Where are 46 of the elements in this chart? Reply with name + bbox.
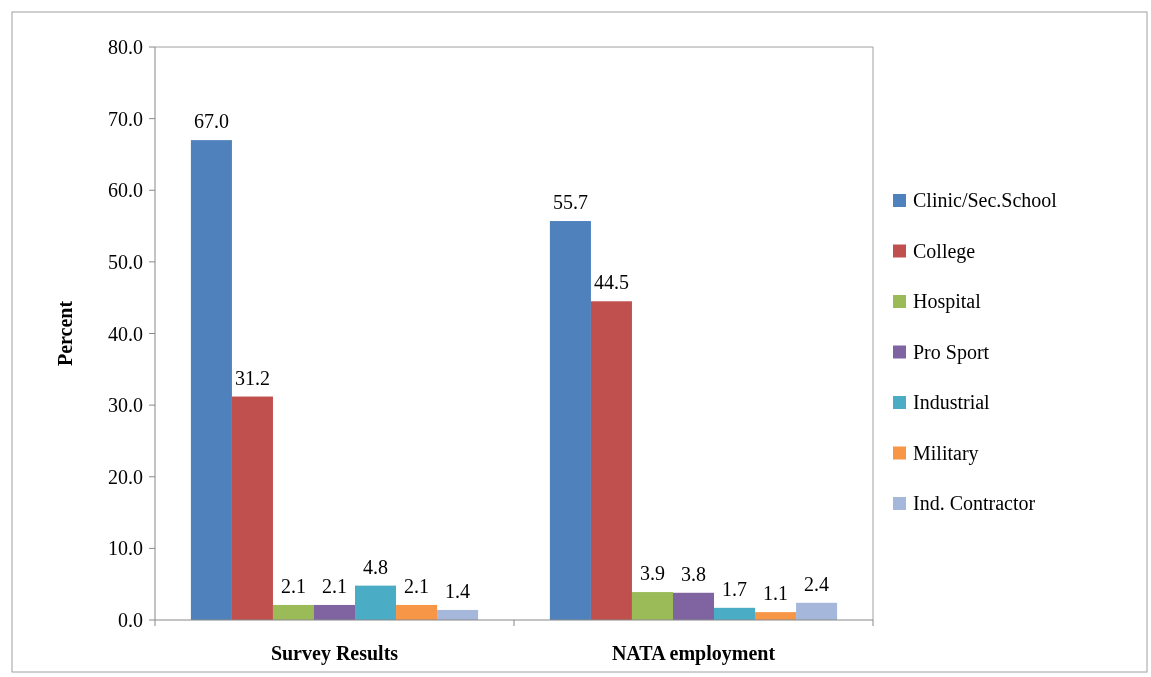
bar	[396, 604, 438, 620]
legend-label: Hospital	[913, 290, 982, 313]
bar	[190, 140, 232, 620]
y-tick-label: 80.0	[108, 36, 143, 58]
bar	[549, 221, 591, 620]
bar	[437, 609, 479, 620]
data-label: 3.9	[639, 562, 665, 585]
bar	[313, 604, 356, 620]
bar	[631, 592, 673, 620]
bar	[796, 602, 838, 620]
legend-label: Pro Sport	[913, 340, 990, 364]
x-tick-label: NATA employment	[611, 642, 776, 665]
data-label: 31.2	[234, 366, 270, 389]
legend-label: Clinic/Sec.School	[913, 189, 1058, 211]
bar	[672, 592, 715, 620]
legend-label: College	[913, 239, 976, 263]
data-label: 1.7	[722, 577, 748, 600]
y-tick-label: 70.0	[108, 107, 143, 130]
data-label: 44.5	[593, 271, 629, 294]
bar	[590, 301, 632, 620]
data-label: 1.1	[763, 582, 789, 605]
y-tick-label: 50.0	[108, 250, 143, 273]
legend-label: Military	[913, 441, 979, 465]
data-label: 2.1	[322, 574, 347, 597]
x-tick-label: Survey Results	[270, 642, 399, 665]
y-tick-label: 40.0	[108, 322, 143, 345]
data-label: 2.4	[804, 572, 830, 595]
y-tick-label: 10.0	[108, 537, 143, 560]
bar	[355, 585, 397, 620]
y-axis-title: Percent	[54, 300, 76, 367]
y-tick-label: 0.0	[118, 609, 143, 631]
data-label: 4.8	[363, 555, 389, 578]
legend-label: Ind. Contractor	[913, 492, 1036, 514]
data-label: 67.0	[193, 110, 229, 133]
data-label: 2.1	[404, 574, 430, 597]
y-tick-label: 30.0	[108, 394, 143, 417]
bar	[714, 607, 756, 620]
bar	[272, 604, 314, 620]
y-tick-label: 20.0	[108, 465, 143, 488]
data-label: 55.7	[552, 191, 588, 214]
data-label: 1.4	[445, 579, 471, 602]
data-label: 2.1	[280, 574, 306, 597]
bar	[231, 396, 273, 620]
y-tick-label: 60.0	[108, 179, 143, 202]
legend-label: Industrial	[913, 391, 991, 413]
data-label: 3.8	[681, 562, 706, 585]
